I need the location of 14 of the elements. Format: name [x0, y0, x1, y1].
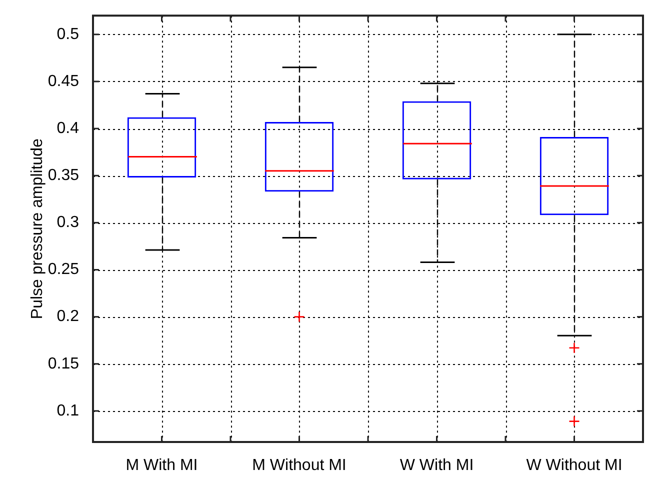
- y-tick-label: 0.25: [48, 261, 80, 278]
- y-tick-label: 0.35: [48, 167, 80, 184]
- y-tick-label: 0.5: [56, 26, 80, 43]
- x-tick-label: W With MI: [400, 457, 474, 474]
- y-tick-label: 0.1: [56, 402, 80, 420]
- y-tick-label: 0.4: [56, 120, 80, 137]
- y-tick-label: 0.15: [48, 355, 80, 372]
- x-tick-label: M With MI: [126, 457, 198, 474]
- y-tick-label: 0.3: [56, 214, 80, 232]
- y-tick-label: 0.45: [48, 72, 80, 90]
- y-tick-label: 0.2: [56, 308, 80, 326]
- y-axis-title: Pulse pressure amplitude: [29, 138, 46, 320]
- x-tick-label: W Without MI: [526, 457, 622, 474]
- x-tick-label: M Without MI: [252, 457, 346, 474]
